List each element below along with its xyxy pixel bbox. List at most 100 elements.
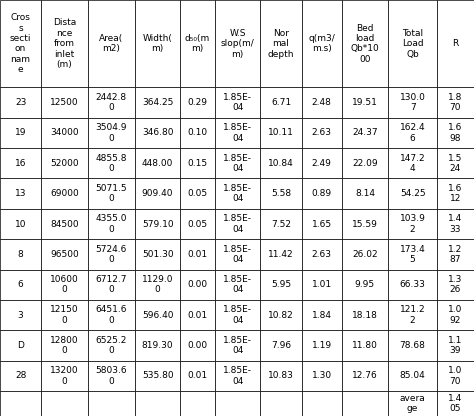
Text: 1.85E-
04: 1.85E- 04	[223, 245, 252, 264]
Text: 28: 28	[15, 371, 26, 380]
Bar	[437, 0, 474, 87]
Bar	[181, 118, 215, 148]
Text: 0.00: 0.00	[188, 280, 208, 289]
Bar	[135, 300, 181, 330]
Text: 2.48: 2.48	[311, 98, 331, 107]
Text: 54.25: 54.25	[400, 189, 426, 198]
Bar	[301, 330, 341, 361]
Bar	[388, 239, 437, 270]
Text: 12.76: 12.76	[352, 371, 378, 380]
Bar	[215, 118, 260, 148]
Bar	[181, 0, 215, 87]
Bar	[388, 270, 437, 300]
Bar	[301, 209, 341, 239]
Bar	[181, 87, 215, 118]
Text: 5724.6
0: 5724.6 0	[96, 245, 127, 264]
Text: 26.02: 26.02	[352, 250, 378, 259]
Bar	[0, 270, 41, 300]
Bar	[260, 391, 301, 416]
Bar	[181, 361, 215, 391]
Text: 6: 6	[18, 280, 23, 289]
Bar	[260, 239, 301, 270]
Bar	[135, 270, 181, 300]
Bar	[41, 270, 88, 300]
Bar	[0, 330, 41, 361]
Bar	[215, 87, 260, 118]
Bar	[301, 0, 341, 87]
Bar	[135, 178, 181, 209]
Bar	[41, 148, 88, 178]
Text: 1.85E-
04: 1.85E- 04	[223, 93, 252, 112]
Bar	[41, 239, 88, 270]
Bar	[437, 118, 474, 148]
Bar	[260, 118, 301, 148]
Bar	[260, 178, 301, 209]
Text: 10.84: 10.84	[268, 159, 294, 168]
Bar	[215, 239, 260, 270]
Text: 0.01: 0.01	[188, 250, 208, 259]
Text: 16: 16	[15, 159, 27, 168]
Bar	[260, 300, 301, 330]
Text: 12150
0: 12150 0	[50, 305, 79, 325]
Text: Cros
s
secti
on
nam
e: Cros s secti on nam e	[10, 13, 31, 74]
Text: 19.51: 19.51	[352, 98, 378, 107]
Text: 579.10: 579.10	[142, 220, 173, 228]
Bar	[341, 118, 388, 148]
Text: Width(
m): Width( m)	[143, 34, 173, 53]
Bar	[301, 178, 341, 209]
Text: 173.4
5: 173.4 5	[400, 245, 426, 264]
Bar	[215, 270, 260, 300]
Text: 1.4
05: 1.4 05	[448, 394, 463, 413]
Bar	[215, 391, 260, 416]
Bar	[437, 270, 474, 300]
Text: 11.42: 11.42	[268, 250, 294, 259]
Text: 5.58: 5.58	[271, 189, 291, 198]
Text: 0.89: 0.89	[311, 189, 332, 198]
Bar	[0, 118, 41, 148]
Bar	[388, 330, 437, 361]
Bar	[88, 148, 135, 178]
Bar	[135, 391, 181, 416]
Bar	[88, 118, 135, 148]
Bar	[181, 239, 215, 270]
Bar	[41, 209, 88, 239]
Text: 1.19: 1.19	[311, 341, 332, 350]
Text: 10: 10	[15, 220, 27, 228]
Text: 7.96: 7.96	[271, 341, 291, 350]
Bar	[41, 118, 88, 148]
Bar	[388, 178, 437, 209]
Text: 1.0
70: 1.0 70	[448, 366, 463, 386]
Text: Dista
nce
from
inlet
(m): Dista nce from inlet (m)	[53, 18, 76, 69]
Text: 66.33: 66.33	[400, 280, 426, 289]
Bar	[181, 209, 215, 239]
Bar	[41, 330, 88, 361]
Text: 1.30: 1.30	[311, 371, 332, 380]
Text: 162.4
6: 162.4 6	[400, 123, 426, 143]
Text: 1.85E-
04: 1.85E- 04	[223, 184, 252, 203]
Bar	[260, 330, 301, 361]
Text: 2.63: 2.63	[311, 129, 331, 137]
Text: 6525.2
0: 6525.2 0	[96, 336, 127, 355]
Text: 1.6
98: 1.6 98	[448, 123, 463, 143]
Text: 11.80: 11.80	[352, 341, 378, 350]
Text: 10.82: 10.82	[268, 311, 294, 319]
Text: 1.8
70: 1.8 70	[448, 93, 463, 112]
Text: 1.2
87: 1.2 87	[448, 245, 463, 264]
Text: 448.00: 448.00	[142, 159, 173, 168]
Text: 0.15: 0.15	[188, 159, 208, 168]
Bar	[135, 239, 181, 270]
Bar	[341, 209, 388, 239]
Text: 85.04: 85.04	[400, 371, 426, 380]
Bar	[388, 148, 437, 178]
Text: 1.65: 1.65	[311, 220, 332, 228]
Text: 1.85E-
04: 1.85E- 04	[223, 154, 252, 173]
Text: 2.49: 2.49	[311, 159, 331, 168]
Bar	[341, 87, 388, 118]
Bar	[260, 148, 301, 178]
Bar	[0, 391, 41, 416]
Text: 1.5
24: 1.5 24	[448, 154, 463, 173]
Bar	[41, 0, 88, 87]
Text: 69000: 69000	[50, 189, 79, 198]
Text: 0.01: 0.01	[188, 311, 208, 319]
Text: 10.11: 10.11	[268, 129, 294, 137]
